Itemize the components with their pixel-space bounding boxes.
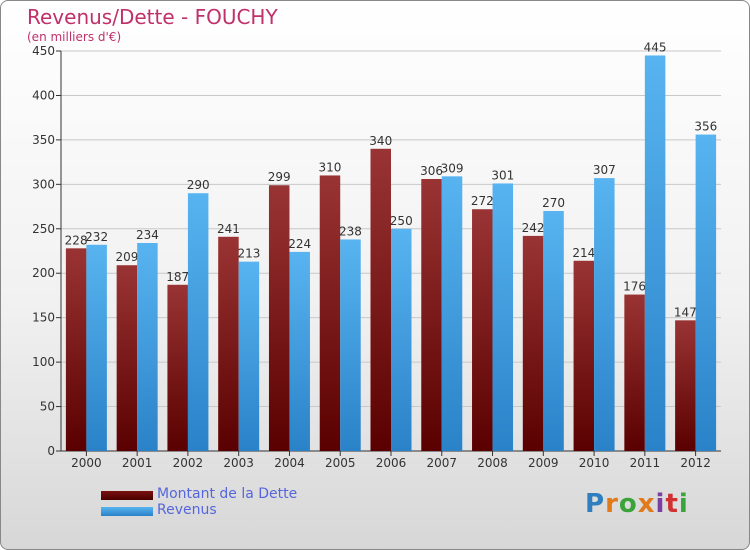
data-label: 309: [441, 161, 464, 175]
bar-dette: [421, 179, 442, 451]
x-tick-label: 2012: [680, 456, 711, 470]
bar-revenus: [543, 211, 564, 451]
bar-revenus: [137, 243, 158, 451]
data-label: 176: [623, 280, 646, 294]
bar-dette: [218, 236, 239, 451]
y-tick-label: 400: [32, 88, 55, 102]
x-tick-label: 2001: [122, 456, 153, 470]
bar-dette: [167, 284, 188, 451]
x-tick-label: 2003: [223, 456, 254, 470]
logo-letter: r: [605, 489, 619, 519]
x-tick-label: 2002: [173, 456, 204, 470]
data-label: 242: [522, 221, 545, 235]
bar-dette: [472, 209, 493, 451]
logo-letter: t: [665, 489, 679, 519]
bar-dette: [116, 265, 138, 451]
data-label: 147: [674, 305, 697, 319]
data-label: 238: [339, 224, 362, 238]
x-tick-label: 2011: [630, 456, 661, 470]
bar-revenus: [644, 55, 666, 451]
y-tick-label: 200: [32, 266, 55, 280]
y-tick-label: 0: [47, 444, 55, 458]
y-tick-label: 300: [32, 177, 55, 191]
x-tick-label: 2007: [426, 456, 457, 470]
bar-revenus: [492, 183, 514, 451]
y-tick-label: 100: [32, 355, 55, 369]
proxiti-logo: Proxiti: [585, 489, 689, 519]
bar-dette: [624, 294, 645, 451]
bar-revenus: [238, 261, 260, 451]
y-tick-label: 150: [32, 311, 55, 325]
logo-letter: o: [618, 489, 638, 519]
legend-swatch-revenus: [101, 507, 153, 516]
data-label: 214: [572, 246, 595, 260]
y-tick-label: 250: [32, 222, 55, 236]
data-label: 241: [217, 222, 240, 236]
logo-letter: i: [678, 489, 689, 519]
y-tick-label: 50: [40, 400, 55, 414]
bar-revenus: [695, 134, 717, 452]
bar-revenus: [86, 244, 107, 451]
legend-swatch-dette: [101, 491, 153, 500]
data-label: 340: [369, 134, 392, 148]
bar-revenus: [594, 178, 615, 451]
data-label: 299: [268, 170, 291, 184]
bar-dette: [370, 148, 391, 451]
chart-title: Revenus/Dette - FOUCHY: [27, 5, 278, 29]
data-label: 224: [288, 237, 311, 251]
bar-revenus: [187, 193, 209, 451]
data-label: 310: [319, 160, 342, 174]
bar-revenus: [289, 251, 310, 451]
x-tick-label: 2000: [71, 456, 102, 470]
bar-dette: [65, 248, 87, 451]
chart-subtitle: (en milliers d'€): [27, 30, 122, 44]
data-label: 445: [644, 40, 667, 54]
bar-dette: [319, 175, 341, 451]
data-label: 306: [420, 164, 443, 178]
y-tick-label: 450: [32, 44, 55, 58]
data-label: 290: [187, 178, 210, 192]
bar-dette: [522, 235, 544, 451]
x-tick-label: 2009: [528, 456, 559, 470]
logo-letter: P: [585, 489, 606, 519]
data-label: 272: [471, 194, 494, 208]
data-label: 209: [115, 250, 138, 264]
bar-revenus: [340, 239, 361, 451]
data-label: 232: [85, 230, 108, 244]
data-label: 270: [542, 196, 565, 210]
bar-dette: [573, 260, 595, 451]
x-tick-label: 2008: [477, 456, 508, 470]
bar-dette: [675, 320, 696, 451]
x-tick-label: 2006: [376, 456, 407, 470]
data-label: 228: [65, 233, 88, 247]
x-tick-label: 2004: [274, 456, 305, 470]
bar-revenus: [441, 176, 463, 452]
bar-dette: [268, 185, 290, 451]
bar-revenus: [391, 228, 412, 451]
x-tick-label: 2010: [579, 456, 610, 470]
data-label: 234: [136, 228, 159, 242]
logo-letter: i: [655, 489, 666, 519]
legend-label-revenus: Revenus: [157, 502, 217, 518]
y-tick-label: 350: [32, 133, 55, 147]
logo-letter: x: [637, 489, 656, 519]
data-label: 187: [166, 270, 189, 284]
x-tick-label: 2005: [325, 456, 356, 470]
data-label: 213: [237, 247, 260, 261]
data-label: 307: [593, 163, 616, 177]
legend-label-dette: Montant de la Dette: [157, 486, 298, 502]
data-label: 356: [694, 120, 717, 134]
data-label: 301: [491, 168, 514, 182]
data-label: 250: [390, 214, 413, 228]
